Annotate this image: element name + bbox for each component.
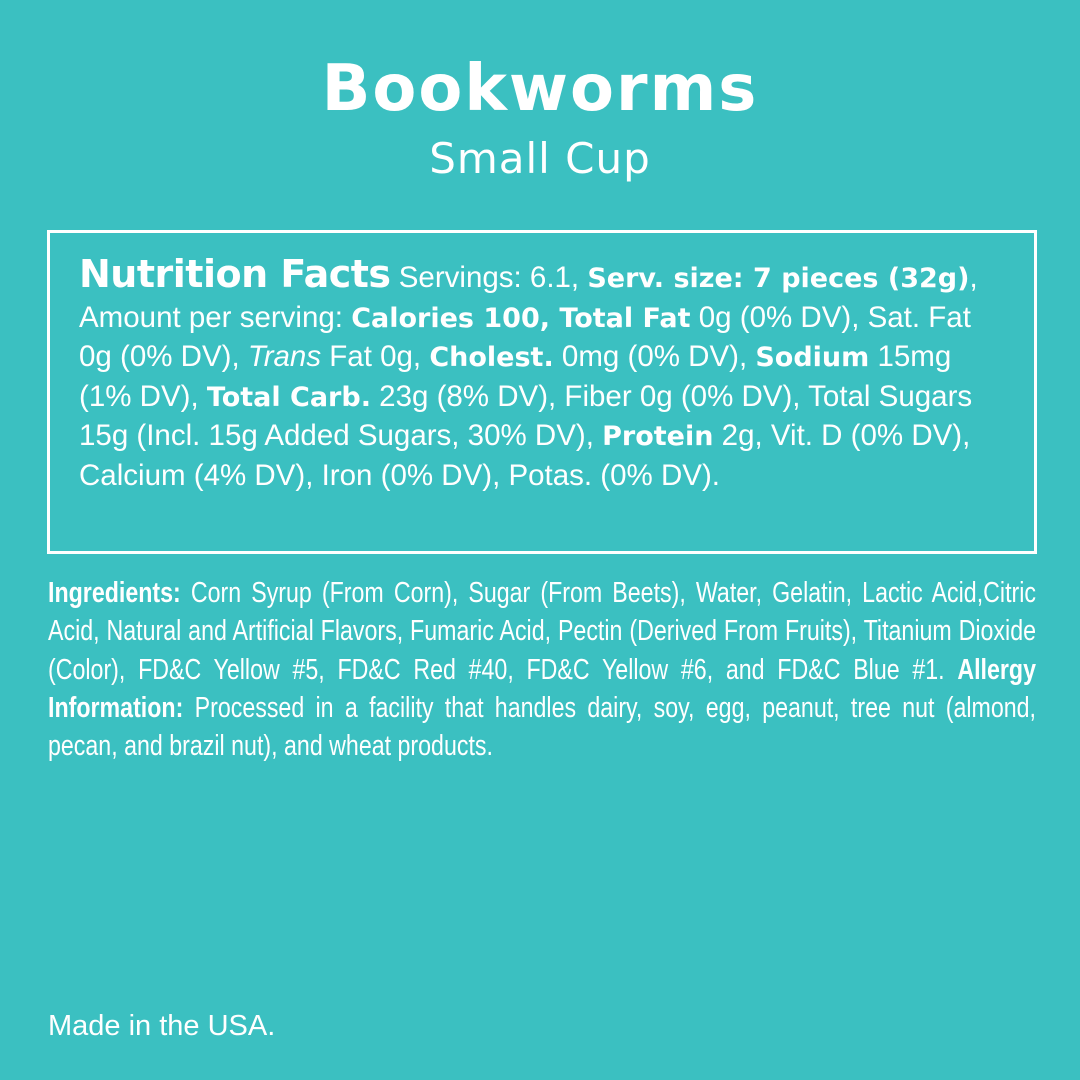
nutrition-segment: 23g (8% DV), Fiber 0g (0% DV), Total Sug… [79,379,973,453]
nutrition-segment: 0mg (0% DV), [553,340,756,373]
nutrition-segment: 2g, Vit. D (0% DV), Calcium (4% DV), Iro… [79,419,971,492]
nutrition-segment: Serv. size: 7 pieces (32g) [587,263,970,294]
product-title: Bookworms [321,52,759,126]
nutrition-segment: Sodium [755,342,870,373]
allergy-text: Processed in a facility that handles dai… [48,691,1036,763]
nutrition-segment: Cholest. [429,342,554,373]
allergy-label: Allergy Information: [48,653,1036,724]
product-size: Small Cup [429,134,651,183]
nutrition-segment: Servings: 6.1, [390,261,588,294]
nutrition-segment: Trans [247,340,322,373]
ingredients-label: Ingredients: [48,577,181,609]
origin-note: Made in the USA. [48,1010,276,1042]
ingredients-paragraph: Ingredients: Corn Syrup (From Corn), Sug… [48,574,1036,765]
nutrition-facts-heading: Nutrition Facts [79,252,391,296]
nutrition-segment: Total Carb. [206,381,371,413]
ingredients-text: Corn Syrup (From Corn), Sugar (From Beet… [48,577,1036,686]
nutrition-segment: Protein [602,421,714,452]
nutrition-facts-text: Nutrition Facts Servings: 6.1, Serv. siz… [79,255,979,495]
nutrition-segment: , Amount per serving: [79,261,978,334]
nutrition-segment: 15mg (1% DV), [79,340,952,413]
nutrition-facts-box: Nutrition Facts Servings: 6.1, Serv. siz… [47,230,1037,554]
nutrition-segment: Calories 100, Total Fat [351,302,691,334]
nutrition-segment: 0g (0% DV), Sat. Fat 0g (0% DV), [79,300,971,374]
nutrition-segment: Fat 0g, [321,340,430,373]
